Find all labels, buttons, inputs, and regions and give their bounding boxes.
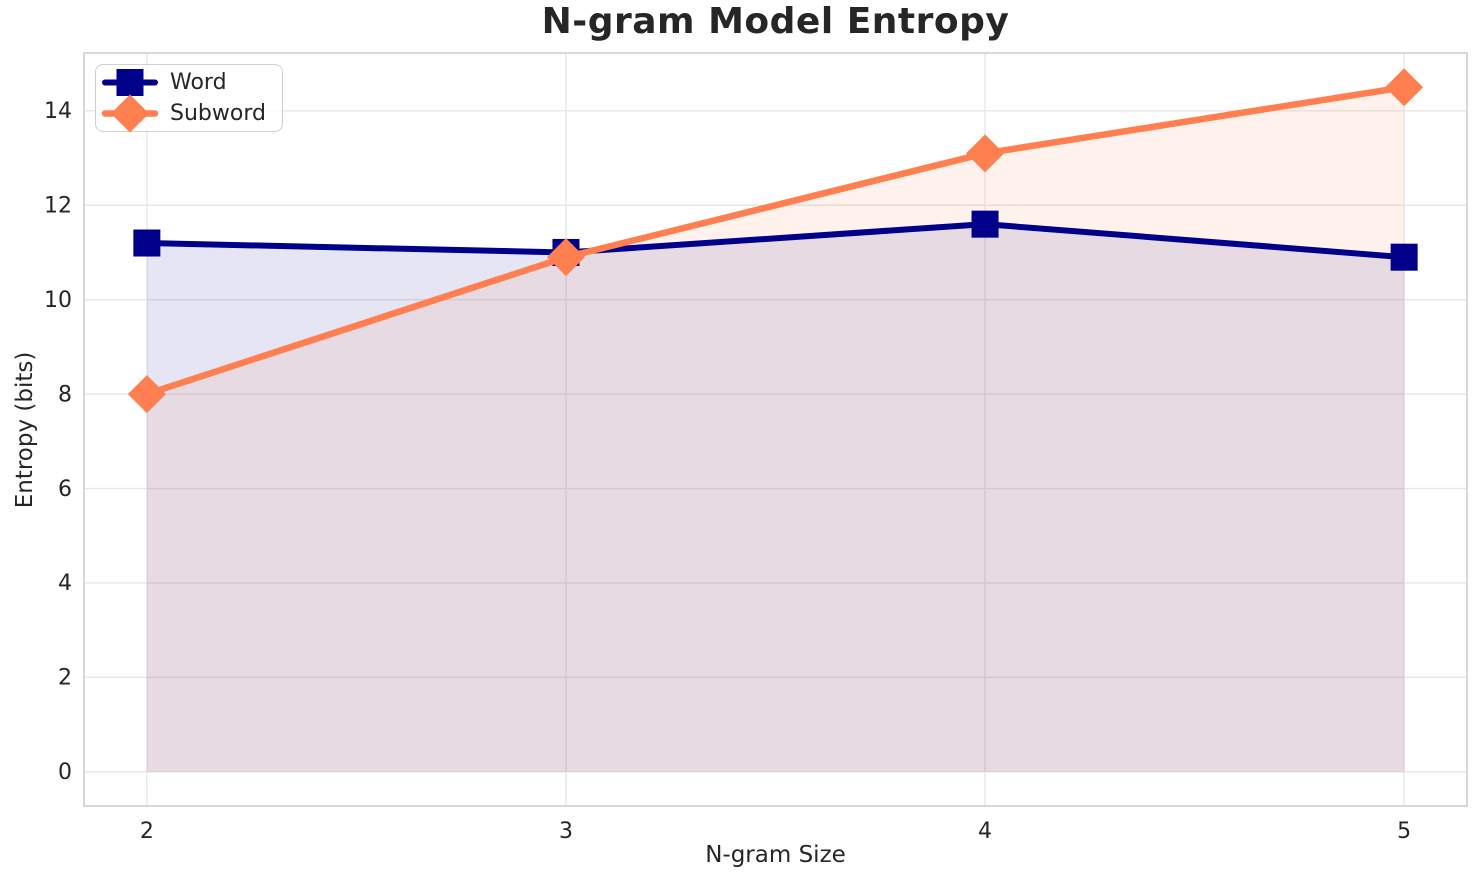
legend-item-word: Word: [102, 67, 266, 98]
legend-square-icon: [102, 69, 158, 96]
x-tick-label: 2: [140, 819, 154, 844]
series-line-subword: [143, 83, 1408, 398]
marker-diamond-subword: [966, 134, 1005, 173]
legend-marker-square: [116, 69, 144, 96]
marker-diamond-subword: [546, 238, 585, 277]
x-tick-label: 4: [978, 819, 992, 844]
x-tick-label: 3: [559, 819, 573, 844]
legend-diamond-icon: [101, 94, 159, 133]
y-axis-label: Entropy (bits): [12, 351, 38, 509]
y-tick-label: 14: [44, 99, 72, 124]
y-tick-label: 6: [58, 477, 72, 502]
y-tick-label: 12: [44, 194, 72, 219]
legend: Word Subword: [95, 64, 283, 133]
y-tick-label: 2: [58, 666, 72, 691]
marker-square-word: [971, 210, 999, 238]
area-fill-subword: [146, 87, 1405, 772]
legend-item-subword: Subword: [101, 94, 266, 133]
area-fill-word: [146, 224, 1405, 772]
plot-area: [84, 53, 1467, 806]
y-tick-label: 4: [58, 571, 72, 596]
marker-diamond-subword: [127, 375, 166, 414]
y-tick-label: 8: [58, 382, 72, 407]
marker-square-word: [133, 229, 161, 257]
legend-marker-diamond: [111, 94, 149, 133]
axes-spines: [83, 52, 1468, 807]
x-tick-label: 5: [1397, 819, 1411, 844]
marker-square-word: [1390, 243, 1418, 271]
y-tick-label: 10: [44, 288, 72, 313]
legend-label: Subword: [170, 100, 266, 126]
x-axis-label: N-gram Size: [705, 842, 846, 868]
chart-title: N-gram Model Entropy: [541, 1, 1010, 42]
marker-diamond-subword: [1385, 68, 1424, 107]
series-line-word: [143, 221, 1408, 261]
y-tick-label: 0: [58, 760, 72, 785]
legend-label: Word: [170, 69, 227, 95]
